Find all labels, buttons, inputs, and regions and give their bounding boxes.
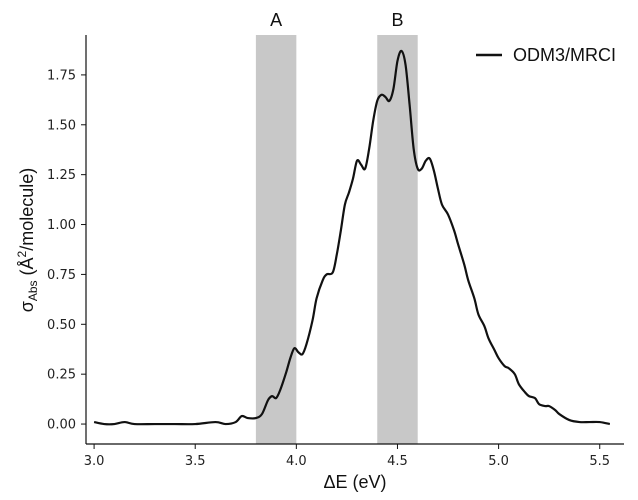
shaded-bands	[255, 35, 418, 444]
y-axis-label-end: /molecule)	[17, 168, 37, 251]
y-tick-label: 0.25	[47, 368, 76, 383]
band-label-b: B	[391, 10, 403, 30]
y-ticks: 0.00 0.25 0.50 0.75 1.00 1.25 1.50 1.75	[47, 68, 86, 433]
y-tick-label: 0.00	[47, 418, 76, 433]
y-axis-label-main: σ	[17, 301, 37, 312]
shaded-band-a	[255, 35, 297, 444]
legend: ODM3/MRCI	[476, 45, 616, 65]
y-tick-label: 1.00	[47, 218, 76, 233]
x-tick-label: 4.5	[387, 454, 408, 469]
band-label-a: A	[270, 10, 282, 30]
x-tick-label: 3.5	[185, 454, 206, 469]
series-lines	[93, 49, 611, 426]
axes	[85, 35, 624, 445]
y-tick-label: 1.25	[47, 168, 76, 183]
y-axis-label: σAbs (Å2/molecule)	[15, 168, 40, 313]
y-tick-label: 1.75	[47, 68, 76, 83]
legend-label: ODM3/MRCI	[513, 45, 616, 65]
x-tick-label: 5.5	[589, 454, 610, 469]
y-axis-label-sub: Abs	[26, 280, 40, 301]
x-axis-label: ΔE (eV)	[323, 472, 386, 492]
shaded-band-b	[377, 35, 418, 444]
y-axis-label-rest: (Å	[17, 257, 37, 280]
y-tick-label: 0.50	[47, 318, 76, 333]
x-ticks: 3.0 3.5 4.0 4.5 5.0 5.5	[84, 444, 610, 469]
y-tick-label: 1.50	[47, 118, 76, 133]
series-line-0	[93, 49, 611, 426]
y-axis-label-sup: 2	[15, 250, 29, 257]
x-tick-label: 3.0	[84, 454, 105, 469]
x-tick-label: 5.0	[488, 454, 509, 469]
y-tick-label: 0.75	[47, 268, 76, 283]
x-tick-label: 4.0	[286, 454, 307, 469]
